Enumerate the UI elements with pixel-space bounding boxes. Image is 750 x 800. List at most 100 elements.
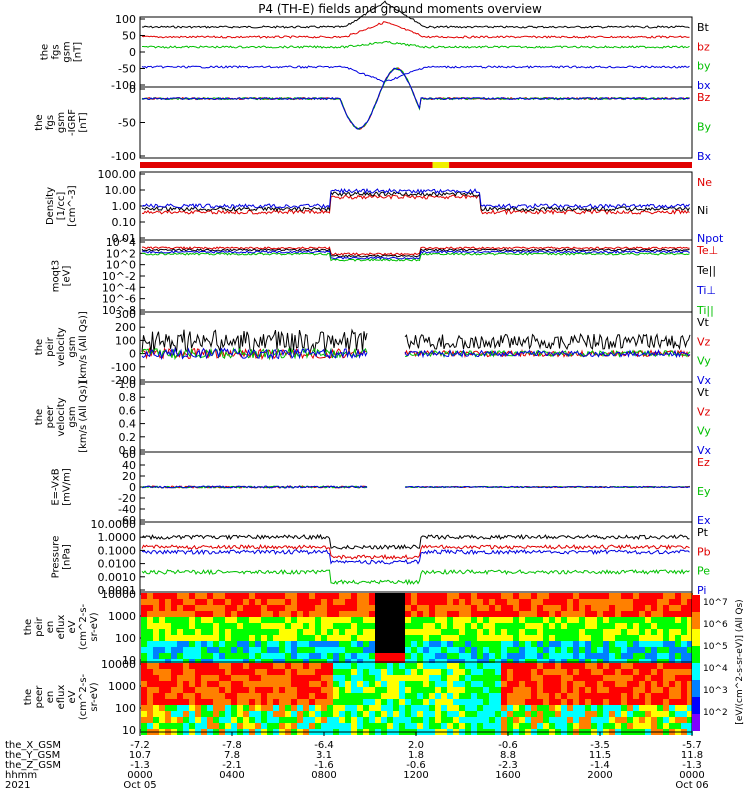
heatmap-cell: [405, 681, 411, 687]
heatmap-cell: [363, 629, 369, 635]
heatmap-cell: [519, 675, 525, 681]
heatmap-cell: [381, 717, 387, 723]
heatmap-cell: [579, 641, 585, 647]
y-axis-label-line: the: [23, 689, 34, 705]
heatmap-cell: [423, 675, 429, 681]
heatmap-cell: [375, 717, 381, 723]
heatmap-cell: [447, 687, 453, 693]
heatmap-cell: [615, 693, 621, 699]
heatmap-cell: [579, 593, 585, 599]
legend-te⊥: Te⊥: [696, 244, 718, 257]
heatmap-cell: [339, 717, 345, 723]
heatmap-cell: [657, 669, 663, 675]
heatmap-cell: [201, 717, 207, 723]
heatmap-cell: [183, 687, 189, 693]
heatmap-cell: [315, 647, 321, 653]
y-axis-label: the peer en eflux eV (cm^2-s-sr-eV): [23, 673, 100, 720]
heatmap-cell: [141, 617, 147, 623]
heatmap-cell: [591, 711, 597, 717]
heatmap-cell: [387, 669, 393, 675]
heatmap-cell: [471, 723, 477, 729]
heatmap-cell: [555, 623, 561, 629]
heatmap-cell: [147, 617, 153, 623]
heatmap-cell: [393, 693, 399, 699]
heatmap-cell: [381, 711, 387, 717]
heatmap-cell: [177, 641, 183, 647]
heatmap-cell: [273, 705, 279, 711]
time-axis-value: -3.5: [590, 740, 610, 751]
heatmap-cell: [339, 629, 345, 635]
heatmap-cell: [597, 599, 603, 605]
heatmap-cell: [657, 599, 663, 605]
heatmap-cell: [201, 675, 207, 681]
heatmap-cell: [651, 629, 657, 635]
time-axis-value: -2.1: [222, 760, 242, 771]
heatmap-cell: [267, 717, 273, 723]
heatmap-cell: [207, 699, 213, 705]
heatmap-cell: [549, 669, 555, 675]
heatmap-cell: [225, 635, 231, 641]
heatmap-cell: [681, 669, 687, 675]
heatmap-cell: [147, 687, 153, 693]
heatmap-cell: [393, 675, 399, 681]
heatmap-cell: [579, 611, 585, 617]
heatmap-cell: [675, 711, 681, 717]
heatmap-cell: [471, 711, 477, 717]
heatmap-cell: [633, 623, 639, 629]
heatmap-cell: [363, 623, 369, 629]
heatmap-cell: [633, 605, 639, 611]
heatmap-cell: [399, 711, 405, 717]
heatmap-cell: [525, 699, 531, 705]
heatmap-cell: [681, 687, 687, 693]
heatmap-cell: [489, 635, 495, 641]
heatmap-cell: [423, 641, 429, 647]
heatmap-cell: [585, 717, 591, 723]
heatmap-cell: [507, 593, 513, 599]
heatmap-cell: [555, 681, 561, 687]
heatmap-cell: [381, 693, 387, 699]
heatmap-cell: [195, 599, 201, 605]
heatmap-cell: [165, 705, 171, 711]
heatmap-cell: [417, 675, 423, 681]
heatmap-cell: [513, 605, 519, 611]
heatmap-cell: [555, 699, 561, 705]
heatmap-cell: [297, 647, 303, 653]
heatmap-cell: [237, 681, 243, 687]
colorbar-tick: 10^6: [703, 620, 728, 630]
heatmap-cell: [231, 711, 237, 717]
heatmap-cell: [255, 675, 261, 681]
heatmap-cell: [291, 681, 297, 687]
heatmap-cell: [681, 647, 687, 653]
heatmap-cell: [249, 723, 255, 729]
heatmap-cell: [153, 663, 159, 669]
heatmap-cell: [531, 711, 537, 717]
heatmap-cell: [447, 629, 453, 635]
heatmap-cell: [633, 641, 639, 647]
heatmap-cell: [171, 647, 177, 653]
heatmap-cell: [345, 605, 351, 611]
heatmap-cell: [621, 699, 627, 705]
heatmap-cell: [513, 611, 519, 617]
heatmap-cell: [267, 687, 273, 693]
heatmap-cell: [249, 605, 255, 611]
heatmap-cell: [285, 605, 291, 611]
heatmap-cell: [465, 641, 471, 647]
heatmap-cell: [603, 611, 609, 617]
heatmap-cell: [201, 647, 207, 653]
heatmap-cell: [561, 723, 567, 729]
heatmap-cell: [429, 669, 435, 675]
heatmap-cell: [669, 641, 675, 647]
heatmap-cell: [549, 641, 555, 647]
heatmap-cell: [525, 641, 531, 647]
heatmap-cell: [147, 663, 153, 669]
heatmap-cell: [687, 599, 693, 605]
heatmap-cell: [417, 663, 423, 669]
heatmap-cell: [597, 629, 603, 635]
heatmap-cell: [645, 687, 651, 693]
heatmap-cell: [603, 711, 609, 717]
heatmap-cell: [267, 641, 273, 647]
heatmap-cell: [405, 653, 411, 659]
heatmap-cell: [393, 711, 399, 717]
heatmap-cell: [531, 641, 537, 647]
heatmap-cell: [543, 681, 549, 687]
